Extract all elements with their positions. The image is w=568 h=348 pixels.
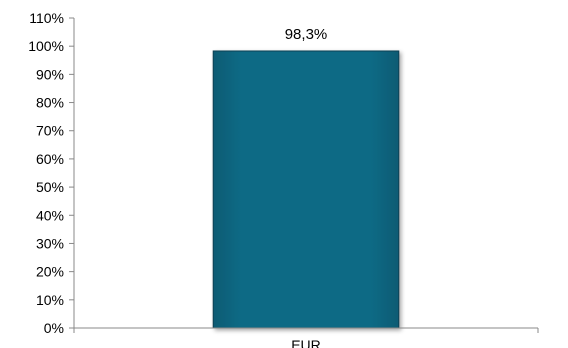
y-tick-label: 80%: [36, 95, 64, 111]
x-tick-label: EUR: [291, 337, 321, 348]
y-tick-label: 70%: [36, 123, 64, 139]
y-axis-ticks: 0% 10% 20% 30% 40% 50% 60% 70% 80% 90% 100% 110%: [28, 10, 74, 336]
y-tick-label: 60%: [36, 151, 64, 167]
bar-eur: [212, 50, 400, 329]
y-tick-label: 110%: [29, 10, 64, 26]
y-tick-label: 40%: [36, 207, 64, 223]
bars: [212, 50, 400, 329]
y-tick-label: 10%: [36, 292, 64, 308]
y-tick-label: 30%: [36, 235, 64, 251]
y-tick-label: 100%: [28, 38, 64, 54]
data-label: 98,3%: [285, 26, 328, 43]
data-labels: 98,3%: [285, 26, 328, 43]
x-axis-ticks: EUR: [73, 328, 539, 348]
y-tick-label: 50%: [36, 179, 64, 195]
y-tick-label: 90%: [36, 66, 64, 82]
y-tick-label: 20%: [36, 264, 64, 280]
y-tick-label: 0%: [44, 320, 64, 336]
